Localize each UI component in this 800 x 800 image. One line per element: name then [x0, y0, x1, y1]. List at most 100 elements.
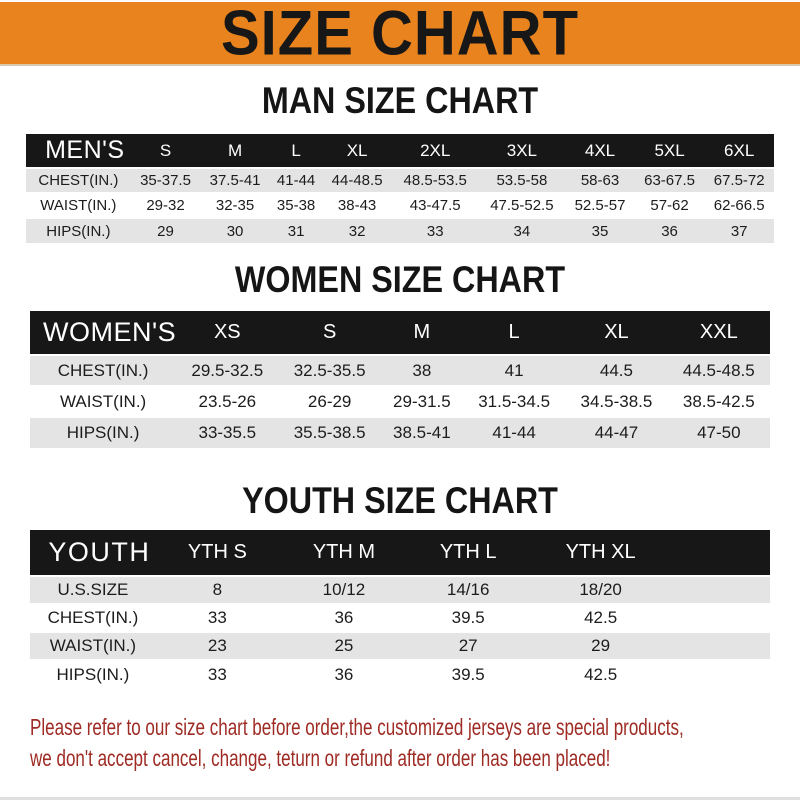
column-header: XXL [699, 321, 738, 343]
column-header: S [322, 321, 337, 343]
row-label: CHEST(IN.) [38, 172, 119, 189]
cell-value: 34 [513, 222, 531, 240]
table-row: U.S.SIZE 8 10/12 14/16 18/20 [30, 576, 770, 604]
row-label: WAIST(IN.) [59, 391, 147, 411]
cell-value: 41 [504, 360, 524, 380]
column-header: YTH XL [565, 541, 636, 563]
cell-value: 58-63 [580, 172, 620, 189]
cell-value: 63-67.5 [644, 172, 695, 189]
cell-value: 34.5-38.5 [580, 391, 653, 411]
filler-cell [674, 576, 770, 604]
filler-cell [674, 632, 770, 660]
row-label: HIPS(IN.) [56, 664, 130, 684]
cell-value: 33 [426, 222, 444, 240]
men-size-table: MEN'S S M L XL 2XL 3XL 4XL 5XL 6XL CHEST(IN.) 35-37… [26, 134, 774, 243]
column-header: 4XL [584, 140, 616, 160]
cell-value: 29.5-32.5 [191, 360, 264, 380]
women-section-title: WOMEN SIZE CHART [234, 259, 566, 301]
column-header: L [291, 140, 301, 160]
cell-value: 31 [287, 222, 305, 240]
column-header: M [227, 140, 243, 160]
cell-value: 43-47.5 [409, 197, 461, 214]
cell-value: 38.5-42.5 [682, 391, 755, 411]
women-size-table: WOMEN'S XS S M L XL XXL CHEST(IN.) 29.5-32.5 32.5… [30, 311, 770, 448]
filler-cell [674, 604, 770, 632]
bottom-edge-divider [0, 797, 800, 800]
footer-line-1: Please refer to our size chart before or… [30, 714, 684, 740]
size-chart-banner: SIZE CHART [0, 0, 800, 68]
footer-note: Please refer to our size chart before or… [0, 712, 800, 774]
column-header: 6XL [724, 140, 755, 160]
youth-table-wrap: YOUTH YTH S YTH M YTH L YTH XL U.S.SIZE 8 10/12… [30, 530, 770, 688]
table-row: WAIST(IN.) 29-32 32-35 35-38 38-43 43-47.5 47.… [26, 193, 774, 218]
sections: MAN SIZE CHART MEN'S S M L XL 2XL 3XL 4XL 5XL 6XL C… [0, 80, 800, 688]
youth-section-title: YOUTH SIZE CHART [242, 480, 558, 522]
column-header: XL [604, 321, 629, 343]
cell-value: 14/16 [446, 580, 490, 599]
cell-value: 48.5-53.5 [403, 172, 467, 189]
table-row: CHEST(IN.) 29.5-32.5 32.5-35.5 38 41 44.5 44.5… [30, 355, 770, 386]
cell-value: 36 [661, 222, 678, 240]
women-table-wrap: WOMEN'S XS S M L XL XXL CHEST(IN.) 29.5-32.5 32.5… [30, 311, 770, 448]
cell-value: 29-32 [146, 197, 185, 214]
men-size-section: MAN SIZE CHART MEN'S S M L XL 2XL 3XL 4XL 5XL 6XL C… [0, 80, 800, 243]
cell-value: 10/12 [322, 580, 366, 599]
cell-value: 23.5-26 [198, 391, 257, 411]
cell-value: 44.5 [599, 360, 633, 380]
table-header-row: WOMEN'S XS S M L XL XXL [30, 311, 770, 355]
cell-value: 42.5 [584, 608, 618, 627]
row-label: CHEST(IN.) [47, 608, 139, 627]
row-label: HIPS(IN.) [66, 423, 140, 442]
table-row: WAIST(IN.) 23 25 27 29 [30, 632, 770, 660]
cell-value: 32.5-35.5 [293, 360, 366, 380]
cell-value: 23 [207, 636, 227, 655]
column-header: 3XL [506, 140, 537, 160]
column-header: XS [213, 321, 241, 343]
cell-value: 44-47 [594, 423, 639, 442]
column-header: YTH L [439, 541, 497, 563]
table-header-label: MEN'S [45, 136, 125, 164]
table-row: CHEST(IN.) 33 36 39.5 42.5 [30, 604, 770, 632]
row-label: WAIST(IN.) [40, 197, 117, 214]
cell-value: 33 [207, 608, 227, 627]
table-header-label: YOUTH [48, 537, 151, 567]
column-header: YTH M [312, 541, 376, 563]
table-header-label: WOMEN'S [43, 317, 177, 347]
cell-value: 25 [334, 636, 354, 655]
table-row: HIPS(IN.) 33 36 39.5 42.5 [30, 660, 770, 688]
cell-value: 29 [591, 636, 611, 655]
cell-value: 18/20 [579, 580, 622, 599]
cell-value: 35-37.5 [140, 172, 191, 189]
cell-value: 39.5 [451, 664, 485, 684]
row-label: WAIST(IN.) [49, 636, 137, 655]
cell-value: 35-38 [276, 197, 316, 214]
cell-value: 31.5-34.5 [478, 391, 551, 411]
cell-value: 38.5-41 [393, 423, 451, 442]
cell-value: 41-44 [492, 423, 536, 442]
cell-value: 26-29 [307, 391, 352, 411]
table-header-row: YOUTH YTH S YTH M YTH L YTH XL [30, 530, 770, 576]
cell-value: 36 [334, 608, 354, 627]
filler-cell [674, 530, 770, 576]
cell-value: 8 [212, 580, 223, 599]
cell-value: 37 [730, 222, 748, 240]
cell-value: 44.5-48.5 [682, 360, 755, 380]
cell-value: 62-66.5 [713, 197, 765, 214]
cell-value: 47-50 [697, 423, 741, 442]
column-header: 5XL [654, 140, 685, 160]
cell-value: 39.5 [451, 608, 485, 627]
cell-value: 42.5 [584, 664, 618, 684]
cell-value: 44-48.5 [331, 172, 383, 189]
cell-value: 33 [207, 664, 227, 684]
column-header: 2XL [420, 140, 451, 160]
men-section-title: MAN SIZE CHART [261, 80, 539, 122]
cell-value: 33-35.5 [198, 423, 257, 442]
men-table-wrap: MEN'S S M L XL 2XL 3XL 4XL 5XL 6XL CHEST(IN.) 35-37… [26, 134, 774, 243]
cell-value: 57-62 [650, 197, 689, 214]
cell-value: 30 [226, 222, 244, 240]
cell-value: 32 [348, 222, 366, 240]
table-row: HIPS(IN.) 33-35.5 35.5-38.5 38.5-41 41-44 44-… [30, 417, 770, 448]
cell-value: 35 [591, 222, 609, 240]
column-header: YTH S [187, 541, 247, 563]
cell-value: 32-35 [215, 197, 255, 214]
